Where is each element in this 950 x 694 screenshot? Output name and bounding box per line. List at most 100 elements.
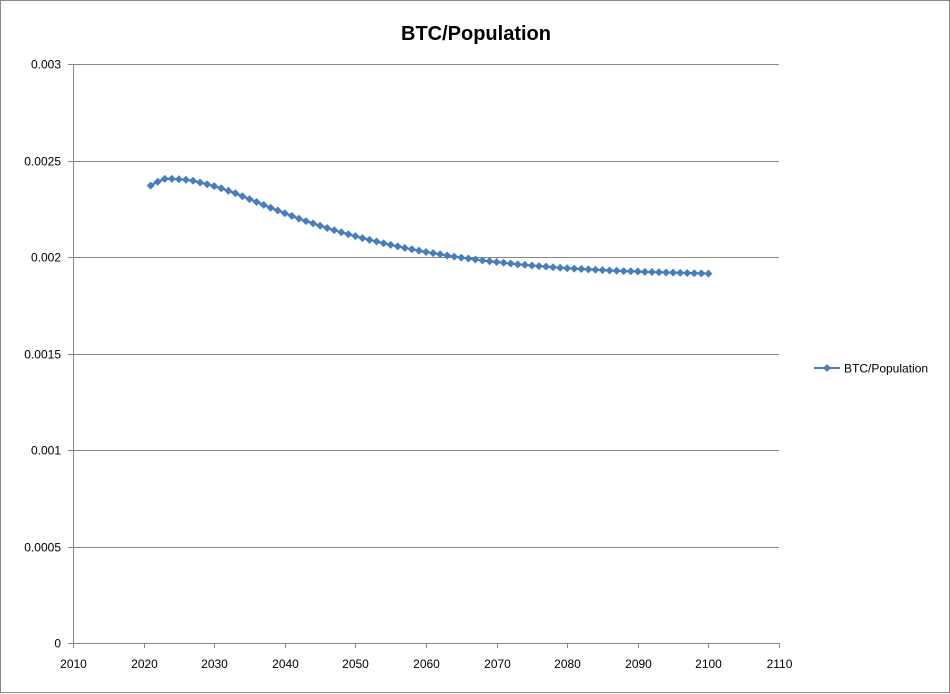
data-point bbox=[210, 182, 219, 191]
data-point bbox=[245, 195, 254, 204]
data-point bbox=[174, 175, 183, 184]
data-point bbox=[633, 267, 642, 276]
data-point bbox=[316, 221, 325, 230]
y-tick-label: 0.0005 bbox=[24, 541, 61, 555]
x-tick-label: 2020 bbox=[131, 657, 158, 671]
x-tick-label: 2080 bbox=[554, 657, 581, 671]
data-point bbox=[393, 242, 402, 251]
data-point bbox=[485, 257, 494, 266]
data-point bbox=[534, 262, 543, 271]
data-point bbox=[626, 267, 635, 276]
data-point bbox=[683, 269, 692, 278]
data-point bbox=[450, 252, 459, 261]
data-point bbox=[351, 232, 360, 241]
data-point bbox=[344, 230, 353, 239]
data-point bbox=[478, 256, 487, 265]
data-point bbox=[146, 181, 155, 190]
data-point bbox=[259, 200, 268, 209]
data-point bbox=[181, 175, 190, 184]
data-point bbox=[372, 237, 381, 246]
data-point bbox=[203, 180, 212, 189]
data-point bbox=[280, 209, 289, 218]
data-point bbox=[654, 268, 663, 277]
data-point bbox=[690, 269, 699, 278]
data-point bbox=[647, 268, 656, 277]
y-tick-label: 0.003 bbox=[31, 58, 61, 72]
data-point bbox=[697, 269, 706, 278]
data-point bbox=[153, 177, 162, 186]
x-tick-label: 2030 bbox=[201, 657, 228, 671]
data-point bbox=[407, 245, 416, 254]
data-point bbox=[386, 240, 395, 249]
data-point bbox=[436, 250, 445, 259]
data-point bbox=[160, 174, 169, 183]
y-tick-label: 0 bbox=[54, 637, 61, 651]
data-point bbox=[584, 265, 593, 274]
data-point bbox=[294, 214, 303, 223]
data-point bbox=[457, 253, 466, 262]
x-tick-label: 2090 bbox=[625, 657, 652, 671]
data-point bbox=[266, 203, 275, 212]
x-tick-label: 2100 bbox=[695, 657, 722, 671]
data-point bbox=[570, 264, 579, 273]
data-point bbox=[542, 262, 551, 271]
data-point bbox=[527, 261, 536, 270]
y-tick-label: 0.0025 bbox=[24, 155, 61, 169]
data-point bbox=[337, 228, 346, 237]
data-point bbox=[506, 259, 515, 268]
x-tick-label: 2110 bbox=[767, 657, 793, 671]
y-tick-label: 0.001 bbox=[31, 444, 61, 458]
data-point bbox=[224, 186, 233, 195]
data-point bbox=[669, 268, 678, 277]
data-point bbox=[301, 217, 310, 226]
data-point bbox=[676, 268, 685, 277]
data-point bbox=[662, 268, 671, 277]
y-tick-label: 0.002 bbox=[31, 251, 61, 265]
data-point bbox=[605, 266, 614, 275]
data-point bbox=[619, 267, 628, 276]
data-point bbox=[252, 197, 261, 206]
data-point bbox=[704, 269, 713, 278]
data-point bbox=[358, 234, 367, 243]
data-point bbox=[323, 224, 332, 233]
legend-label: BTC/Population bbox=[844, 362, 928, 376]
data-point bbox=[520, 260, 529, 269]
data-point bbox=[556, 263, 565, 272]
data-point bbox=[591, 265, 600, 274]
data-point bbox=[414, 246, 423, 255]
data-point bbox=[640, 267, 649, 276]
data-point bbox=[330, 226, 339, 235]
data-point bbox=[196, 178, 205, 187]
data-point bbox=[471, 255, 480, 264]
data-point bbox=[464, 254, 473, 263]
series-layer bbox=[146, 174, 713, 278]
data-point bbox=[238, 192, 247, 201]
axis-layer: 0 0.0005 0.001 0.0015 0.002 0.0025 0.003 2010 20… bbox=[24, 58, 792, 672]
x-tick-label: 2070 bbox=[484, 657, 511, 671]
data-point bbox=[612, 266, 621, 275]
data-point bbox=[513, 260, 522, 269]
data-point bbox=[167, 174, 176, 183]
legend: BTC/Population bbox=[814, 362, 928, 376]
legend-diamond-marker bbox=[823, 364, 831, 372]
data-point bbox=[563, 264, 572, 273]
x-tick-label: 2040 bbox=[272, 657, 299, 671]
x-tick-label: 2050 bbox=[342, 657, 369, 671]
data-point bbox=[577, 264, 586, 273]
data-point bbox=[217, 184, 226, 193]
data-point bbox=[379, 239, 388, 248]
data-point bbox=[287, 211, 296, 220]
data-point bbox=[429, 249, 438, 258]
data-point bbox=[443, 251, 452, 260]
data-point bbox=[365, 235, 374, 244]
data-point bbox=[422, 247, 430, 256]
x-tick-label: 2060 bbox=[413, 657, 440, 671]
data-point bbox=[309, 219, 318, 228]
data-point bbox=[189, 176, 198, 185]
data-point bbox=[492, 258, 501, 267]
data-point bbox=[499, 258, 508, 267]
y-tick-label: 0.0015 bbox=[24, 348, 61, 362]
data-point bbox=[598, 266, 607, 275]
